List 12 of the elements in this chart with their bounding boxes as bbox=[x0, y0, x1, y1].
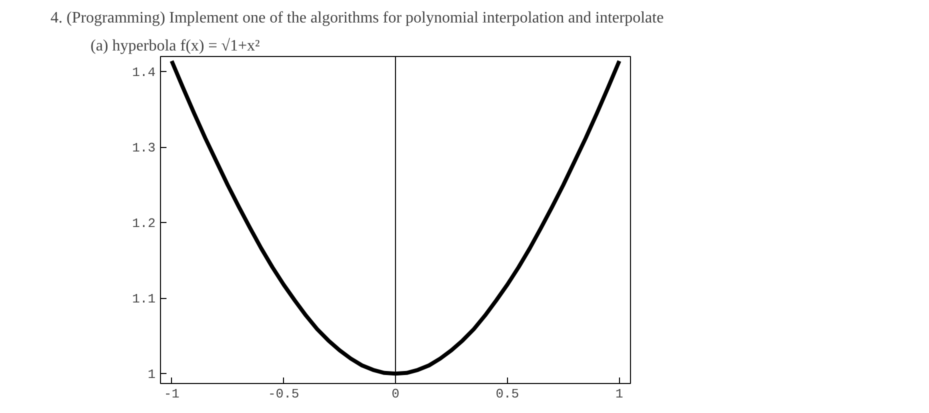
chart-title: 4. (Programming) Implement one of the algorithms for polynomial interpolation and interpolate bbox=[50, 10, 664, 26]
y-tick-label: 1.4 bbox=[132, 65, 156, 80]
x-tick-label: -1 bbox=[164, 386, 180, 402]
y-tick-label: 1.2 bbox=[132, 216, 156, 232]
x-tick-label: 1 bbox=[615, 386, 624, 402]
x-tick-label: -0.5 bbox=[268, 386, 300, 402]
y-tick-label: 1 bbox=[148, 367, 156, 382]
x-tick-label: 0 bbox=[392, 386, 400, 402]
y-tick-label: 1.1 bbox=[132, 292, 156, 307]
chart-subtitle: (a) hyperbola f(x) = √1+x² bbox=[90, 38, 260, 54]
y-tick-label: 1.3 bbox=[132, 140, 156, 156]
x-tick-label: 0.5 bbox=[496, 386, 520, 402]
